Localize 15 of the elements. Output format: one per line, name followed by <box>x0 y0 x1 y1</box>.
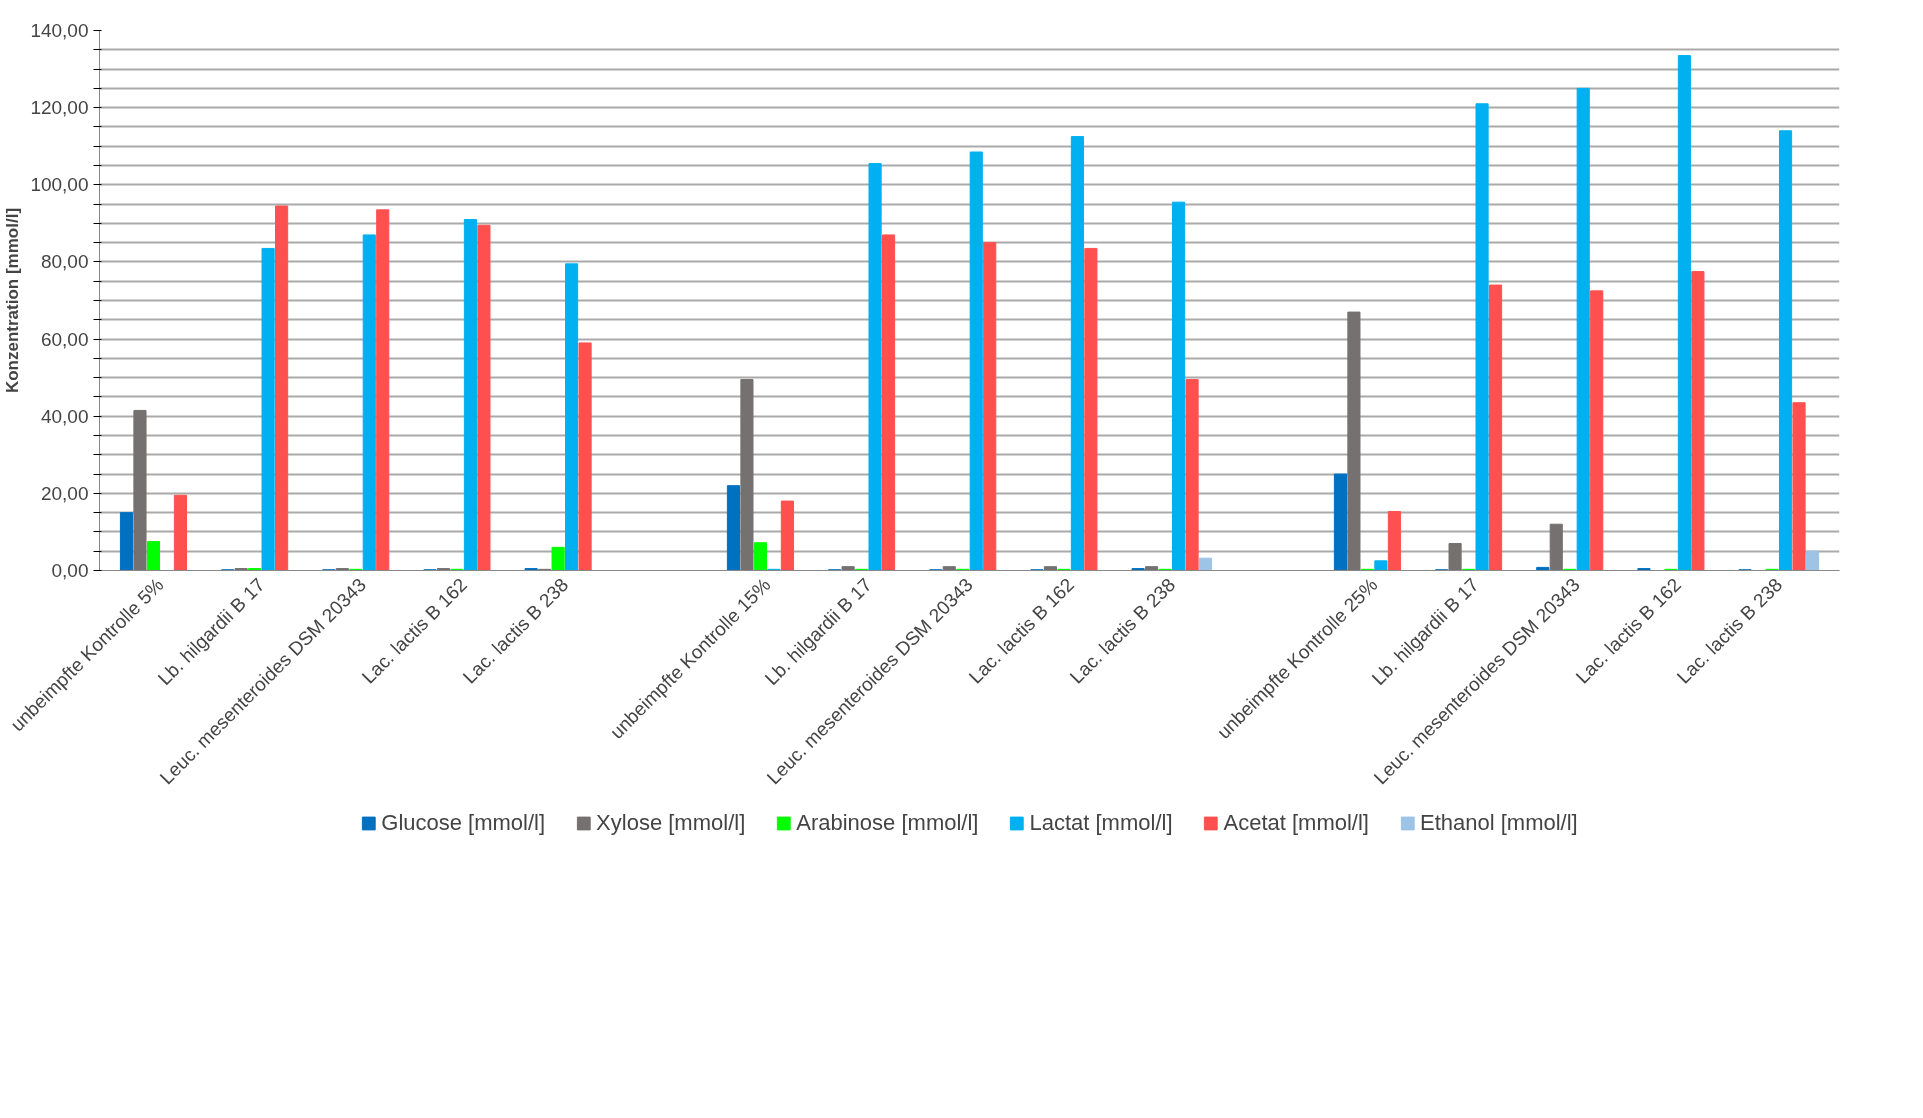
y-tick-label: 80,00 <box>40 251 89 273</box>
y-axis-title: Konzentration [mmol/l] <box>3 207 23 394</box>
y-tick-label: 100,00 <box>30 174 89 196</box>
y-tick-label: 60,00 <box>40 328 89 350</box>
legend-label: Ethanol [mmol/l] <box>1419 810 1578 836</box>
legend-label: Glucose [mmol/l] <box>381 810 546 836</box>
legend-label: Xylose [mmol/l] <box>596 810 746 836</box>
legend-label: Acetat [mmol/l] <box>1223 810 1369 836</box>
y-tick-label: 120,00 <box>30 97 89 119</box>
legend-label: Lactat [mmol/l] <box>1029 810 1173 836</box>
legend-label: Arabinose [mmol/l] <box>796 810 979 836</box>
y-tick-label: 20,00 <box>40 482 89 504</box>
y-tick-label: 0,00 <box>51 560 89 581</box>
y-tick-label: 40,00 <box>40 405 89 427</box>
y-tick-label: 140,00 <box>30 20 89 41</box>
